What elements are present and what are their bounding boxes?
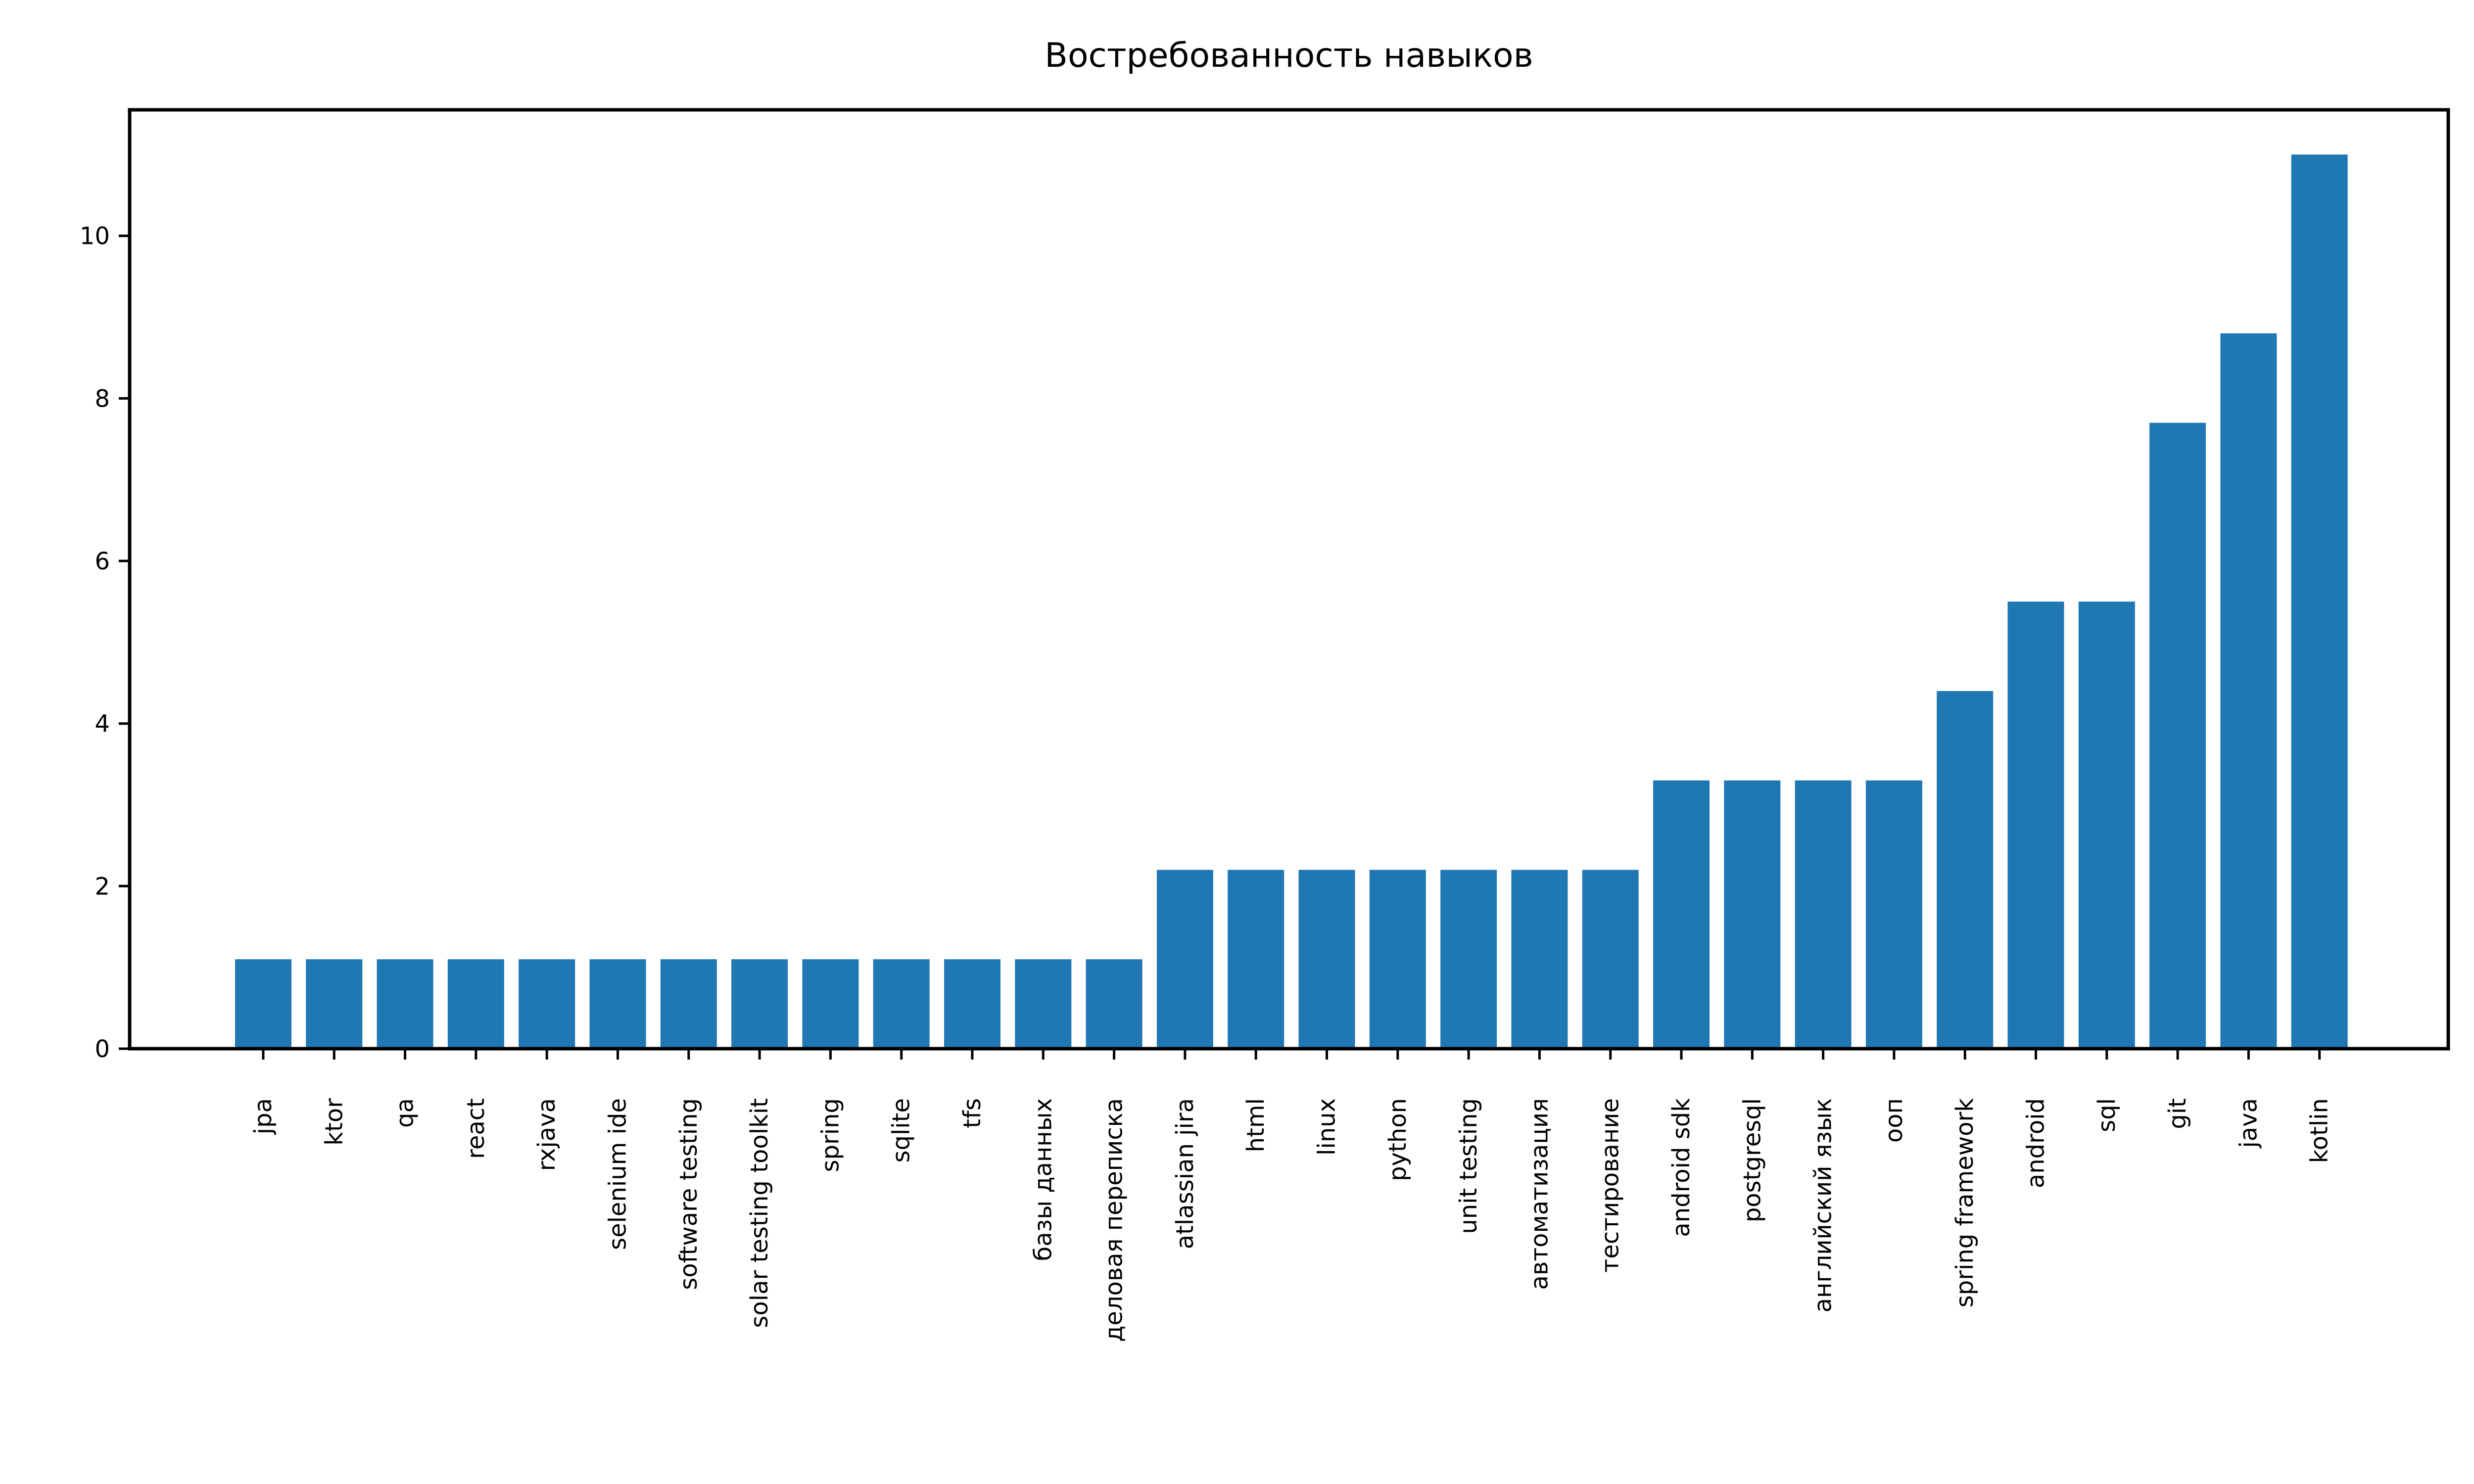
x-tick-label: qa bbox=[391, 1098, 419, 1128]
x-tick-label: tfs bbox=[958, 1098, 986, 1128]
bar-ооп bbox=[1865, 780, 1922, 1049]
x-tick-label: kotlin bbox=[2306, 1098, 2333, 1163]
bar-sql bbox=[2078, 602, 2135, 1049]
bar-ktor bbox=[306, 959, 363, 1049]
y-tick-label: 4 bbox=[95, 710, 110, 738]
x-tick-label: spring framework bbox=[1951, 1098, 1979, 1307]
bar-kotlin bbox=[2291, 154, 2348, 1049]
x-tick-label: react bbox=[462, 1098, 490, 1159]
x-tick-label: английский язык bbox=[1809, 1098, 1837, 1312]
x-tick-label: базы данных bbox=[1029, 1098, 1057, 1261]
bar-git bbox=[2149, 422, 2206, 1049]
y-tick-label: 6 bbox=[95, 548, 110, 575]
bar-rxjava bbox=[519, 959, 575, 1049]
x-tick-label: solar testing toolkit bbox=[746, 1098, 773, 1328]
y-tick-label: 2 bbox=[95, 873, 110, 900]
x-tick-label: ооп bbox=[1880, 1098, 1908, 1143]
bar-spring bbox=[802, 959, 859, 1049]
chart-title: Востребованность навыков bbox=[1045, 36, 1533, 75]
bar-linux bbox=[1298, 870, 1355, 1049]
bar-тестирование bbox=[1582, 870, 1639, 1049]
x-tick-label: unit testing bbox=[1455, 1098, 1482, 1234]
bar-автоматизация bbox=[1511, 870, 1568, 1049]
bar-html bbox=[1228, 870, 1285, 1049]
x-tick-label: selenium ide bbox=[604, 1098, 632, 1250]
bar-react bbox=[447, 959, 504, 1049]
x-tick-label: android bbox=[2022, 1098, 2050, 1188]
bar-spring-framework bbox=[1937, 691, 1994, 1049]
bar-jpa bbox=[235, 959, 291, 1049]
x-tick-label: atlassian jira bbox=[1171, 1098, 1199, 1249]
x-tick-label: тестирование bbox=[1597, 1098, 1624, 1273]
x-tick-label: деловая переписка bbox=[1100, 1098, 1128, 1342]
bar-python bbox=[1369, 870, 1426, 1049]
x-tick-label: sql bbox=[2093, 1098, 2121, 1132]
plot-frame bbox=[128, 108, 2450, 1051]
bar-java bbox=[2220, 333, 2277, 1049]
bar-atlassian-jira bbox=[1156, 870, 1213, 1049]
bar-android-sdk bbox=[1653, 780, 1710, 1049]
x-axis: jpa ktor qa react rxjava selenium ide software… bbox=[249, 1049, 2333, 1342]
y-axis: 0 2 4 6 8 10 bbox=[80, 223, 130, 1063]
bar-qa bbox=[377, 959, 433, 1049]
x-tick-label: sqlite bbox=[888, 1098, 915, 1163]
x-tick-label: linux bbox=[1313, 1098, 1341, 1156]
bar-android bbox=[2007, 602, 2064, 1049]
bar-solar-testing-toolkit bbox=[731, 959, 788, 1049]
x-tick-label: android sdk bbox=[1667, 1098, 1695, 1237]
x-tick-label: jpa bbox=[249, 1098, 277, 1135]
bar-базы-данных bbox=[1015, 959, 1072, 1049]
y-tick-label: 10 bbox=[80, 223, 110, 250]
bar-unit-testing bbox=[1440, 870, 1497, 1049]
bar-английский-язык bbox=[1795, 780, 1852, 1049]
bar-selenium-ide bbox=[589, 959, 646, 1049]
x-tick-label: software testing bbox=[675, 1098, 703, 1290]
bar-software-testing bbox=[660, 959, 717, 1049]
x-tick-label: rxjava bbox=[533, 1098, 561, 1171]
x-tick-label: spring bbox=[816, 1098, 844, 1172]
x-tick-label: html bbox=[1242, 1098, 1270, 1152]
bars-group bbox=[235, 154, 2348, 1049]
bar-sqlite bbox=[873, 959, 930, 1049]
bar-tfs bbox=[944, 959, 1000, 1049]
y-tick-label: 0 bbox=[95, 1035, 110, 1063]
x-tick-label: автоматизация bbox=[1525, 1098, 1553, 1290]
bar-деловая-переписка bbox=[1086, 959, 1142, 1049]
y-tick-label: 8 bbox=[95, 385, 110, 413]
x-tick-label: python bbox=[1384, 1098, 1412, 1181]
x-tick-label: ktor bbox=[320, 1098, 348, 1146]
x-tick-label: postgresql bbox=[1738, 1098, 1766, 1222]
x-tick-label: git bbox=[2164, 1098, 2191, 1129]
bar-postgresql bbox=[1724, 780, 1781, 1049]
x-tick-label: java bbox=[2235, 1098, 2262, 1149]
